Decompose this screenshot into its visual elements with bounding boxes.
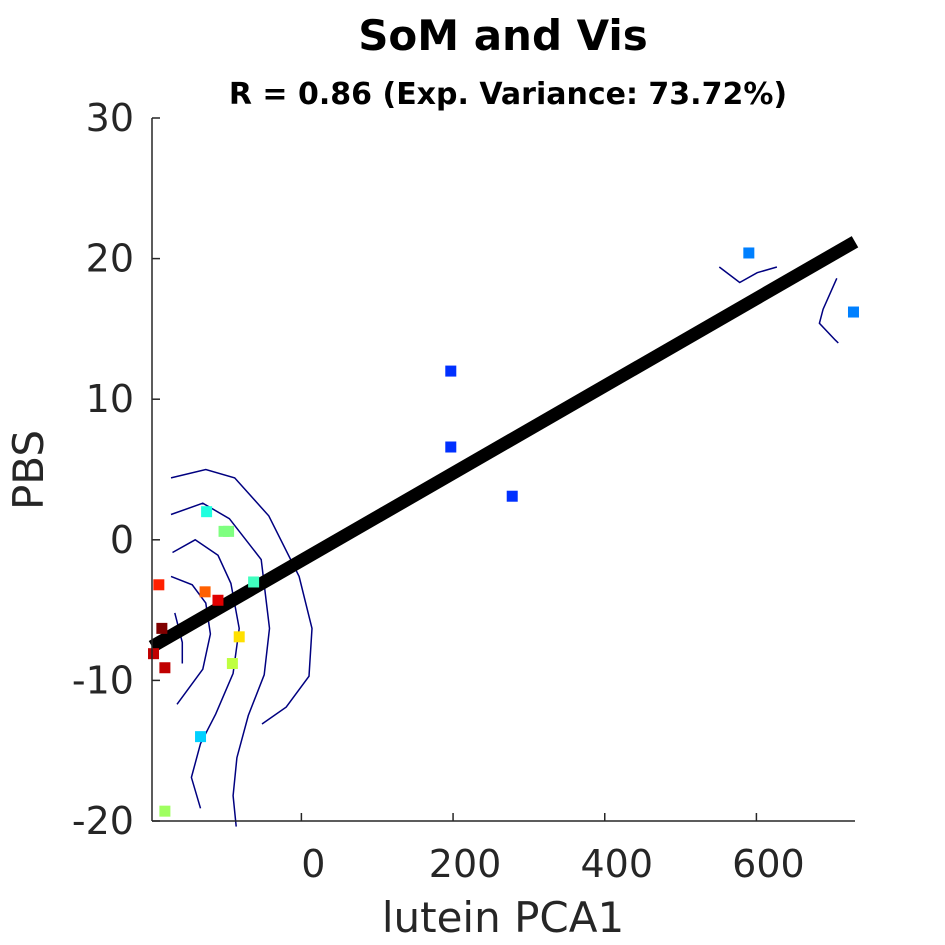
data-point-10 xyxy=(233,631,245,643)
contour-line-4 xyxy=(170,468,313,725)
data-point-11 xyxy=(226,658,238,670)
chart-subtitle: R = 0.86 (Exp. Variance: 73.72%) xyxy=(229,77,787,112)
data-point-18 xyxy=(847,306,859,318)
data-point-16 xyxy=(506,490,518,502)
y-axis-label: PBS xyxy=(4,430,53,510)
data-point-17 xyxy=(743,247,755,259)
y-tick-label-5: 30 xyxy=(86,96,134,140)
chart-title: SoM and Vis xyxy=(358,11,648,60)
data-point-6 xyxy=(223,525,235,537)
y-tick-label-1: -10 xyxy=(72,658,134,702)
y-tick-label-4: 20 xyxy=(86,237,134,281)
x-tick-label-1: 200 xyxy=(429,842,502,886)
contour-line-6 xyxy=(818,277,839,344)
x-tick-label-3: 600 xyxy=(732,842,805,886)
regression-line-group xyxy=(148,236,859,653)
data-point-13 xyxy=(159,805,171,817)
contour-line-3 xyxy=(170,502,271,827)
data-points xyxy=(148,247,859,817)
regression-line xyxy=(148,236,859,653)
data-point-1 xyxy=(156,622,168,634)
density-contours xyxy=(170,266,839,827)
contour-line-5 xyxy=(718,266,778,284)
y-tick-label-3: 10 xyxy=(86,377,134,421)
data-point-4 xyxy=(201,506,213,518)
y-tick-label-2: 0 xyxy=(110,518,134,562)
data-point-8 xyxy=(212,594,224,606)
contour-line-0 xyxy=(174,612,184,664)
data-point-7 xyxy=(199,586,211,598)
data-point-15 xyxy=(445,441,457,453)
x-tick-label-0: 0 xyxy=(301,842,325,886)
data-point-12 xyxy=(195,731,207,743)
data-point-0 xyxy=(153,579,165,591)
y-ticks: -20 -10 0 10 20 30 xyxy=(72,96,160,843)
data-point-14 xyxy=(445,365,457,377)
data-point-3 xyxy=(159,662,171,674)
x-ticks: 0 200 400 600 xyxy=(300,813,805,886)
x-tick-label-2: 400 xyxy=(580,842,653,886)
y-tick-label-0: -20 xyxy=(72,799,134,843)
contour-line-2 xyxy=(172,538,240,809)
data-point-9 xyxy=(248,576,260,588)
axes xyxy=(151,118,855,822)
data-point-2 xyxy=(148,648,160,660)
x-axis-label: lutein PCA1 xyxy=(382,893,624,942)
